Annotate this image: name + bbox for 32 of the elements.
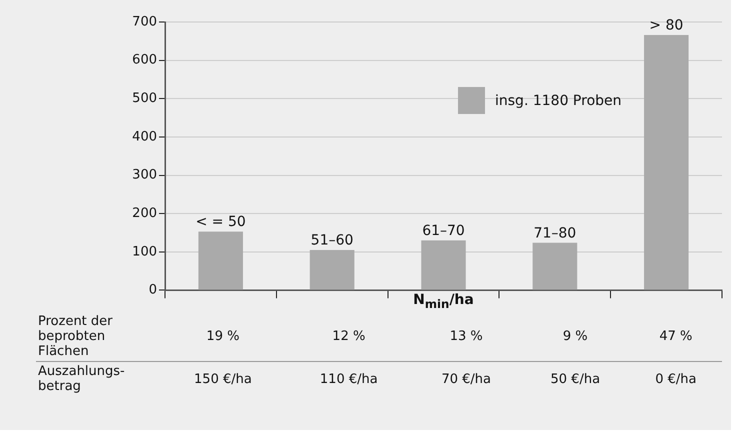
y-tick-label: 100	[132, 244, 157, 260]
y-tick-label: 600	[132, 52, 157, 68]
bar	[644, 35, 689, 290]
y-tick-label: 0	[148, 282, 157, 298]
text: 70 €/ha	[412, 362, 521, 396]
text: 19 %	[205, 328, 240, 346]
x-tick-label: > 80	[649, 18, 684, 34]
y-tick-label: 300	[132, 168, 157, 183]
bar	[310, 250, 354, 290]
x-tick-label: 71–80	[534, 225, 576, 242]
text: 13 %	[448, 328, 484, 346]
text: 50 €/ha	[520, 362, 630, 396]
y-tick-label: 400	[132, 129, 157, 144]
text: 150 €/ha	[160, 362, 286, 396]
bar	[532, 242, 578, 290]
legend-label: insg. 1180 Proben	[495, 92, 622, 108]
y-tick-label: 500	[132, 91, 157, 106]
text: 12 %	[331, 328, 366, 346]
y-tick-label: 700	[132, 14, 157, 30]
y-tick-label: 200	[132, 206, 157, 221]
text: 0 €/ha	[630, 362, 722, 396]
text: 110 €/ha	[286, 362, 412, 396]
bar	[198, 232, 243, 290]
x-axis-title: N$_{min}$/ha	[412, 292, 475, 311]
bar	[421, 240, 466, 290]
x-tick-label: 51–60	[310, 232, 354, 249]
text: 9 %	[562, 328, 589, 346]
x-tick-label: < = 50	[196, 214, 246, 230]
text: 47 %	[658, 328, 694, 346]
x-tick-label: 61–70	[422, 223, 465, 240]
text: Prozent der beprobten Flächen	[37, 313, 114, 361]
text: Auszahlungs-betrag	[36, 362, 160, 396]
